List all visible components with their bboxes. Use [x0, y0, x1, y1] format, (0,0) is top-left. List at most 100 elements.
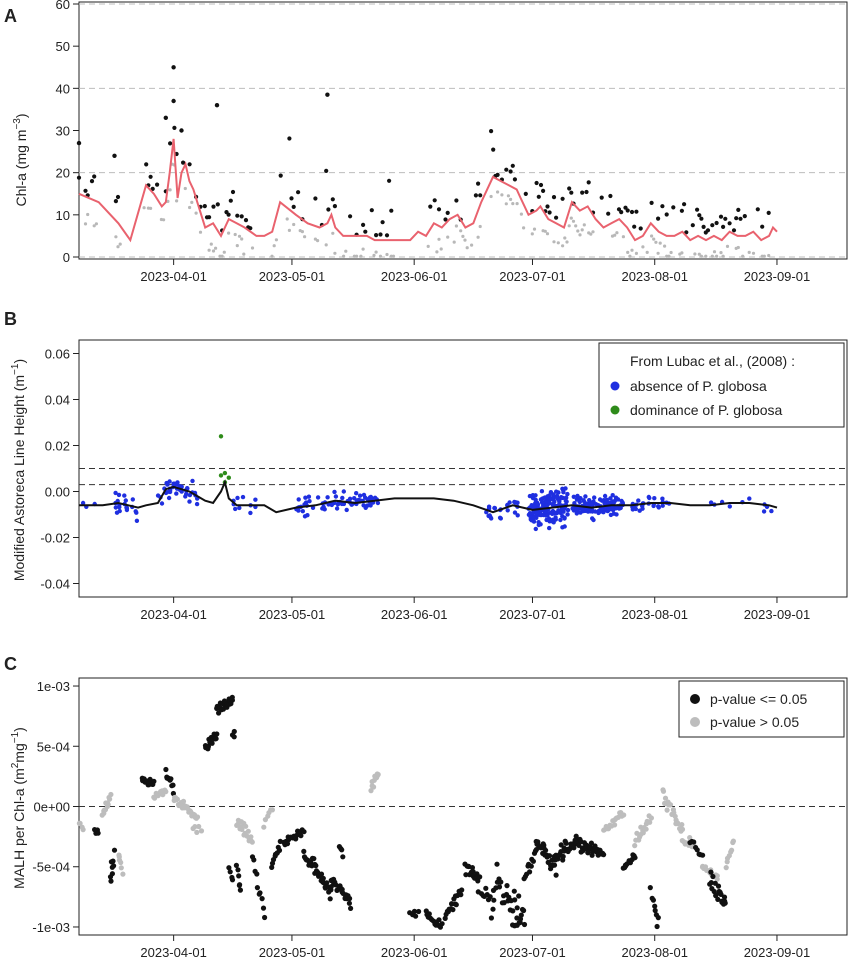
ratio-point-significant	[450, 907, 456, 913]
ratio-point-significant	[95, 830, 101, 836]
ratio-point-nonsignificant	[730, 838, 737, 844]
ratio-point-significant	[510, 908, 516, 914]
panel-b-xtick-label: 2023-07-01	[499, 607, 566, 622]
malh-point-absence	[300, 509, 305, 514]
malh-point-absence	[551, 492, 556, 497]
ratio-point-significant	[339, 847, 345, 853]
malh-point-absence	[357, 493, 363, 498]
chl-point-lowconf	[489, 194, 493, 199]
malh-point-absence	[577, 499, 582, 505]
chl-point-lowconf	[476, 235, 480, 239]
panel-a-xtick-label: 2023-09-01	[744, 269, 811, 284]
panel-c-label: C	[4, 654, 17, 674]
ratio-point-significant	[477, 874, 483, 880]
malh-point-absence	[533, 526, 538, 532]
chl-point-lowconf	[207, 248, 211, 252]
ratio-point-significant	[588, 840, 595, 846]
ratio-point-significant	[442, 915, 448, 922]
chl-point-lowconf	[545, 232, 550, 236]
ratio-point-nonsignificant	[647, 819, 653, 825]
panel-c-legend-swatch-sig	[690, 694, 700, 704]
ratio-point-nonsignificant	[248, 834, 254, 840]
malh-point-absence	[492, 505, 497, 511]
malh-point-absence	[598, 509, 603, 514]
ratio-point-nonsignificant	[643, 826, 649, 832]
malh-point-absence	[123, 498, 128, 503]
ratio-point-significant	[571, 845, 577, 851]
chl-point-lowconf	[663, 244, 667, 248]
malh-point-absence	[646, 494, 651, 500]
chl-point	[760, 224, 765, 229]
chl-point	[454, 198, 459, 203]
chl-point-lowconf	[391, 254, 396, 258]
malh-point-absence	[113, 505, 119, 510]
malh-point-absence	[547, 493, 552, 498]
ratio-point-significant	[708, 880, 714, 886]
chl-point-lowconf	[250, 246, 255, 250]
ratio-point-significant	[170, 790, 176, 797]
chl-point-lowconf	[94, 222, 98, 226]
malh-point-absence	[602, 493, 608, 499]
malh-point-absence	[570, 506, 575, 511]
malh-point-absence	[614, 512, 619, 517]
malh-point-absence	[302, 514, 308, 519]
panel-a-ylabel: Chl-a (mg m−3)	[12, 113, 29, 206]
chl-point-lowconf	[634, 251, 639, 255]
chl-point-lowconf	[242, 252, 246, 256]
malh-point-absence	[124, 507, 130, 513]
chl-point	[215, 202, 220, 207]
malh-point-absence	[560, 495, 565, 501]
malh-point-absence	[597, 497, 603, 502]
ratio-point-significant	[313, 863, 319, 869]
panel-a-xtick-label: 2023-08-01	[621, 269, 688, 284]
chl-point-lowconf	[561, 244, 565, 248]
ratio-point-nonsignificant	[648, 815, 655, 821]
ratio-point-significant	[411, 908, 418, 915]
ratio-point-significant	[576, 842, 582, 849]
chl-point	[512, 177, 518, 182]
chl-point	[113, 199, 118, 204]
malh-point-absence	[527, 511, 533, 516]
malh-point-absence	[325, 495, 330, 500]
panel-a-ytick-label: 60	[56, 0, 70, 12]
chl-point	[207, 215, 212, 220]
ratio-point-significant	[553, 872, 559, 878]
panel-b-legend-absence: absence of P. globosa	[630, 378, 767, 394]
chl-point-lowconf	[198, 230, 203, 234]
malh-point-absence	[610, 507, 616, 513]
chl-point	[705, 228, 711, 233]
chl-point-lowconf	[589, 232, 593, 236]
chl-point-lowconf	[114, 235, 118, 239]
chl-point	[608, 193, 613, 199]
ratio-point-significant	[601, 852, 607, 858]
ratio-point-significant	[585, 850, 591, 856]
malh-point-absence	[235, 495, 240, 501]
ratio-point-significant	[284, 841, 291, 847]
malh-point-absence	[361, 503, 366, 508]
chl-point-lowconf	[721, 254, 725, 258]
malh-point-absence	[565, 507, 571, 513]
malh-point-absence	[652, 496, 657, 501]
ratio-point-significant	[324, 880, 330, 886]
malh-point-absence	[583, 494, 588, 499]
ratio-point-significant	[491, 897, 497, 903]
chl-point	[534, 180, 539, 186]
ratio-point-significant	[453, 902, 459, 908]
malh-point-absence	[660, 503, 665, 508]
malh-point-dominance	[218, 434, 224, 439]
chl-point-lowconf	[166, 199, 170, 203]
ratio-point-significant	[163, 766, 169, 773]
ratio-point-nonsignificant	[118, 865, 124, 871]
chl-point	[599, 195, 604, 200]
chl-point-lowconf	[767, 253, 771, 258]
panel-a-xtick-label: 2023-07-01	[499, 269, 566, 284]
malh-point-absence	[80, 500, 86, 506]
malh-point-absence	[194, 501, 200, 507]
ratio-point-significant	[236, 873, 242, 879]
chl-point	[560, 196, 565, 201]
malh-point-absence	[333, 494, 339, 499]
malh-point-absence	[593, 502, 599, 507]
chl-point-lowconf	[300, 230, 304, 234]
chl-point	[629, 209, 635, 215]
chl-point	[638, 226, 643, 231]
